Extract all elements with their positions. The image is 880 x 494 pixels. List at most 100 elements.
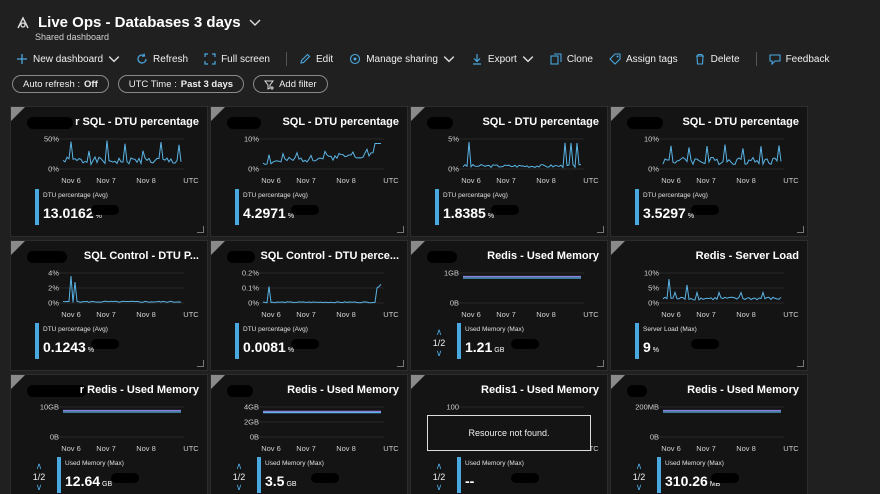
- toolbar-label: Manage sharing: [366, 53, 438, 65]
- filter-corner-icon: [211, 107, 225, 121]
- metric-value-wrap: 310.26 MB: [665, 473, 720, 489]
- dashboard-tile[interactable]: r Redis - Used Memory 10GB 0B Nov 6 Nov 7 Nov…: [10, 374, 208, 494]
- filter-corner-icon: [11, 107, 25, 121]
- chevron-up-icon[interactable]: ∧: [435, 461, 443, 471]
- metric-pager[interactable]: ∧ 1/2 ∨: [631, 461, 647, 493]
- dashboard-tile[interactable]: Redis - Used Memory 200MB 0B Nov 6 Nov 7 Nov …: [610, 374, 808, 494]
- manage-sharing-button[interactable]: Manage sharing: [349, 53, 455, 65]
- metric-value-wrap: 0.0081%: [243, 339, 294, 355]
- dashboard-tile[interactable]: Redis - Server Load 10% 5% 0% Nov 6 Nov 7 Nov …: [610, 240, 808, 371]
- x-tick-label: Nov 6: [261, 176, 281, 185]
- dashboard-tile[interactable]: Redis - Used Memory 1GB 0B Nov 6 Nov 7 Nov 8 U…: [410, 240, 608, 371]
- resize-handle-icon[interactable]: [797, 226, 804, 233]
- metric-value-wrap: 1.21 GB: [465, 339, 504, 355]
- metric-value-wrap: 4.2971%: [243, 205, 294, 221]
- full-screen-button[interactable]: Full screen: [204, 53, 270, 65]
- chevron-down-icon[interactable]: ∨: [435, 348, 443, 358]
- redacted-name: [227, 385, 253, 397]
- x-tick-label: UTC: [183, 176, 199, 185]
- resize-handle-icon[interactable]: [597, 360, 604, 367]
- assign-tags-button[interactable]: Assign tags: [609, 53, 678, 65]
- chevron-down-icon[interactable]: [249, 18, 261, 28]
- metric-value: 4.2971: [243, 205, 286, 221]
- chevron-down-icon[interactable]: ∨: [435, 482, 443, 492]
- resize-handle-icon[interactable]: [197, 226, 204, 233]
- metric-pager[interactable]: ∧ 1/2 ∨: [431, 327, 447, 359]
- metric-label: Used Memory (Max): [465, 326, 524, 333]
- y-tick-label: 4GB: [244, 403, 259, 412]
- x-tick-label: Nov 7: [96, 176, 116, 185]
- dashboard-tile[interactable]: SQL - DTU percentage 5% 0% Nov 6 Nov 7 Nov 8 U…: [410, 106, 608, 237]
- y-tick-label: 0B: [50, 433, 59, 442]
- y-tick-label: 0.1%: [242, 284, 259, 293]
- tile-chart: 0.2% 0.1% 0%Nov 6 Nov 7 Nov 8 UTC: [242, 269, 399, 319]
- time-range-pill[interactable]: UTC Time : Past 3 days: [117, 75, 245, 93]
- y-tick-label: 0%: [448, 165, 459, 174]
- toolbar-label: Edit: [315, 53, 334, 65]
- dashboard-tile[interactable]: SQL - DTU percentage 10% 0% Nov 6 Nov 7 Nov 8…: [210, 106, 408, 237]
- dashboard-tile[interactable]: r SQL - DTU percentage 50% 0% Nov 6 Nov 7 Nov…: [10, 106, 208, 237]
- chevron-down-icon[interactable]: ∨: [35, 482, 43, 492]
- chevron-up-icon[interactable]: ∧: [35, 461, 43, 471]
- y-tick-label: 0B: [250, 433, 259, 442]
- dashboard-tile[interactable]: SQL - DTU percentage 10% 0% Nov 6 Nov 7 Nov 8…: [610, 106, 808, 237]
- dashboard-icon: [17, 15, 29, 28]
- metric-label: DTU percentage (Avg): [243, 326, 308, 333]
- metric-color-bar: [435, 189, 439, 225]
- x-tick-label: UTC: [783, 176, 799, 185]
- redacted-resource: [91, 339, 119, 349]
- dashboard-tile[interactable]: SQL Control - DTU perce... 0.2% 0.1% 0% Nov …: [210, 240, 408, 371]
- y-tick-label: 0%: [248, 299, 259, 308]
- toolbar-label: Feedback: [785, 53, 830, 65]
- dashboard-tile[interactable]: SQL Control - DTU P... 4% 2% 0% Nov 6 Nov 7 No…: [10, 240, 208, 371]
- metric-unit: MB: [709, 481, 721, 488]
- toolbar-label: New dashboard: [33, 53, 104, 65]
- refresh-button[interactable]: Refresh: [136, 53, 188, 65]
- resize-handle-icon[interactable]: [597, 226, 604, 233]
- toolbar-separator: [755, 52, 757, 66]
- x-tick-label: Nov 8: [536, 310, 556, 319]
- tile-title: SQL - DTU percentage: [682, 116, 799, 128]
- x-tick-label: Nov 8: [136, 444, 156, 453]
- delete-button[interactable]: Delete: [694, 53, 740, 65]
- edit-button[interactable]: Edit: [299, 53, 333, 65]
- chevron-down-icon[interactable]: ∨: [635, 482, 643, 492]
- x-tick-label: Nov 7: [696, 176, 716, 185]
- tile-title: Redis1 - Used Memory: [481, 384, 599, 396]
- toolbar-separator: [285, 52, 287, 66]
- resize-handle-icon[interactable]: [197, 360, 204, 367]
- new-dashboard-button[interactable]: New dashboard: [16, 53, 120, 65]
- feedback-button[interactable]: Feedback: [769, 53, 830, 65]
- y-tick-label: 50%: [44, 135, 59, 144]
- redacted-name: [627, 117, 663, 129]
- metric-pager[interactable]: ∧ 1/2 ∨: [31, 461, 47, 493]
- dashboard-header: Live Ops - Databases 3 days Shared dashb…: [0, 0, 880, 106]
- metric-unit: GB: [494, 347, 505, 354]
- chevron-up-icon[interactable]: ∧: [235, 461, 243, 471]
- chevron-up-icon[interactable]: ∧: [435, 327, 443, 337]
- clone-button[interactable]: Clone: [550, 53, 593, 65]
- chevron-down-icon[interactable]: ∨: [235, 482, 243, 492]
- metric-pager[interactable]: ∧ 1/2 ∨: [231, 461, 247, 493]
- add-filter-button[interactable]: Add filter: [253, 75, 328, 93]
- auto-refresh-pill[interactable]: Auto refresh : Off: [12, 75, 109, 93]
- metric-pager[interactable]: ∧ 1/2 ∨: [431, 461, 447, 493]
- metric-unit: %: [287, 347, 295, 354]
- x-tick-label: Nov 7: [96, 444, 116, 453]
- resize-handle-icon[interactable]: [397, 360, 404, 367]
- resize-handle-icon[interactable]: [397, 226, 404, 233]
- x-tick-label: Nov 7: [296, 444, 316, 453]
- chevron-up-icon[interactable]: ∧: [635, 461, 643, 471]
- export-button[interactable]: Export: [471, 53, 534, 65]
- metric-color-bar: [57, 457, 61, 493]
- metric-label: DTU percentage (Avg): [643, 192, 708, 199]
- command-bar: New dashboard Refresh Full screen Edit Manag…: [16, 50, 846, 68]
- x-tick-label: Nov 8: [736, 310, 756, 319]
- resize-handle-icon[interactable]: [797, 360, 804, 367]
- resource-not-found-message: Resource not found.: [427, 415, 591, 451]
- dashboard-tile[interactable]: Redis - Used Memory 4GB 2GB 0B Nov 6 Nov 7 Nov…: [210, 374, 408, 494]
- y-tick-label: 2GB: [244, 418, 259, 427]
- redacted-name: [27, 251, 67, 263]
